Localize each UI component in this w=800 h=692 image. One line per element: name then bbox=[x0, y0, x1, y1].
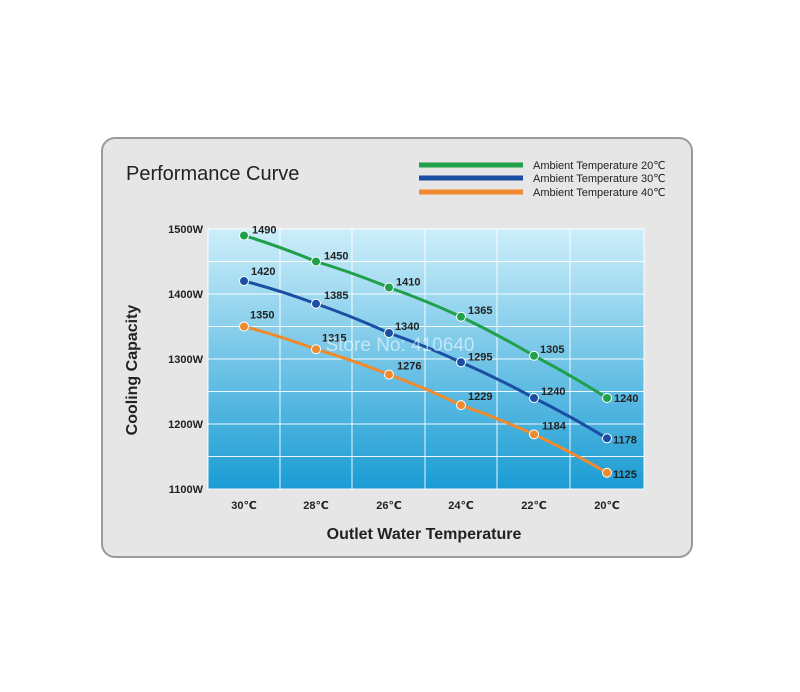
data-point bbox=[529, 429, 539, 440]
data-label: 1305 bbox=[540, 344, 564, 356]
data-label: 1178 bbox=[613, 434, 637, 446]
x-tick-label: 28℃ bbox=[303, 500, 329, 512]
data-point bbox=[311, 344, 321, 355]
data-point bbox=[384, 369, 394, 380]
series-line bbox=[243, 325, 608, 475]
data-point bbox=[456, 400, 466, 411]
data-label: 1240 bbox=[541, 386, 565, 398]
y-axis-ticks: 1100W 1200W 1300W 1400W 1500W bbox=[168, 224, 203, 496]
data-label: 1350 bbox=[250, 310, 274, 322]
data-point bbox=[384, 282, 394, 293]
data-point bbox=[384, 328, 394, 338]
x-tick-label: 24℃ bbox=[448, 500, 474, 512]
x-tick-label: 26℃ bbox=[376, 500, 402, 512]
data-point bbox=[456, 357, 466, 368]
chart-title: Performance Curve bbox=[126, 163, 299, 185]
series: 1490 1450 1410 1365 1305 1240 bbox=[239, 225, 638, 405]
x-tick-label: 30℃ bbox=[231, 500, 257, 512]
data-point bbox=[311, 298, 321, 309]
watermark-text: Store No: 410640 bbox=[326, 335, 475, 356]
legend-entry: Ambient Temperature 40℃ bbox=[533, 187, 666, 199]
data-label: 1184 bbox=[542, 420, 567, 432]
data-label: 1276 bbox=[397, 361, 421, 373]
data-point bbox=[239, 230, 249, 241]
data-label: 1340 bbox=[395, 321, 419, 333]
y-tick-label: 1500W bbox=[168, 224, 203, 236]
data-label: 1410 bbox=[396, 277, 420, 289]
data-point bbox=[602, 393, 612, 403]
data-label: 1365 bbox=[468, 305, 492, 317]
data-label: 1450 bbox=[324, 251, 348, 263]
legend-entry: Ambient Temperature 30℃ bbox=[533, 173, 666, 185]
y-tick-label: 1200W bbox=[168, 419, 203, 431]
data-label: 1385 bbox=[324, 290, 348, 302]
data-point bbox=[239, 321, 249, 332]
series: 1350 1315 1276 1229 1184 1125 bbox=[239, 310, 637, 481]
data-point bbox=[529, 393, 539, 403]
data-point bbox=[311, 256, 321, 267]
data-label: 1295 bbox=[468, 351, 492, 363]
x-tick-label: 20℃ bbox=[594, 500, 620, 512]
data-label: 1240 bbox=[614, 393, 638, 405]
data-point bbox=[456, 311, 466, 322]
legend-entry: Ambient Temperature 20℃ bbox=[533, 160, 666, 172]
data-label: 1315 bbox=[322, 332, 346, 344]
x-axis-ticks: 30℃ 28℃ 26℃ 24℃ 22℃ 20℃ bbox=[231, 500, 620, 512]
y-axis-title: Cooling Capacity bbox=[124, 305, 141, 436]
series: 1420 1385 1340 1295 1240 1178 bbox=[239, 266, 637, 446]
y-tick-label: 1400W bbox=[168, 289, 203, 301]
x-axis-title: Outlet Water Temperature bbox=[327, 526, 522, 543]
y-tick-label: 1100W bbox=[169, 484, 204, 496]
x-tick-label: 22℃ bbox=[521, 500, 547, 512]
y-tick-label: 1300W bbox=[168, 354, 203, 366]
data-label: 1229 bbox=[468, 391, 492, 403]
series-layer: 1490 1450 1410 1365 1305 1240 1420 1385 1340 1295… bbox=[239, 225, 638, 481]
data-point bbox=[529, 350, 539, 361]
data-label: 1490 bbox=[252, 225, 276, 237]
data-label: 1420 bbox=[251, 266, 275, 278]
data-label: 1125 bbox=[613, 469, 637, 481]
data-point bbox=[239, 276, 249, 286]
data-point bbox=[602, 467, 612, 478]
data-point bbox=[602, 433, 612, 444]
